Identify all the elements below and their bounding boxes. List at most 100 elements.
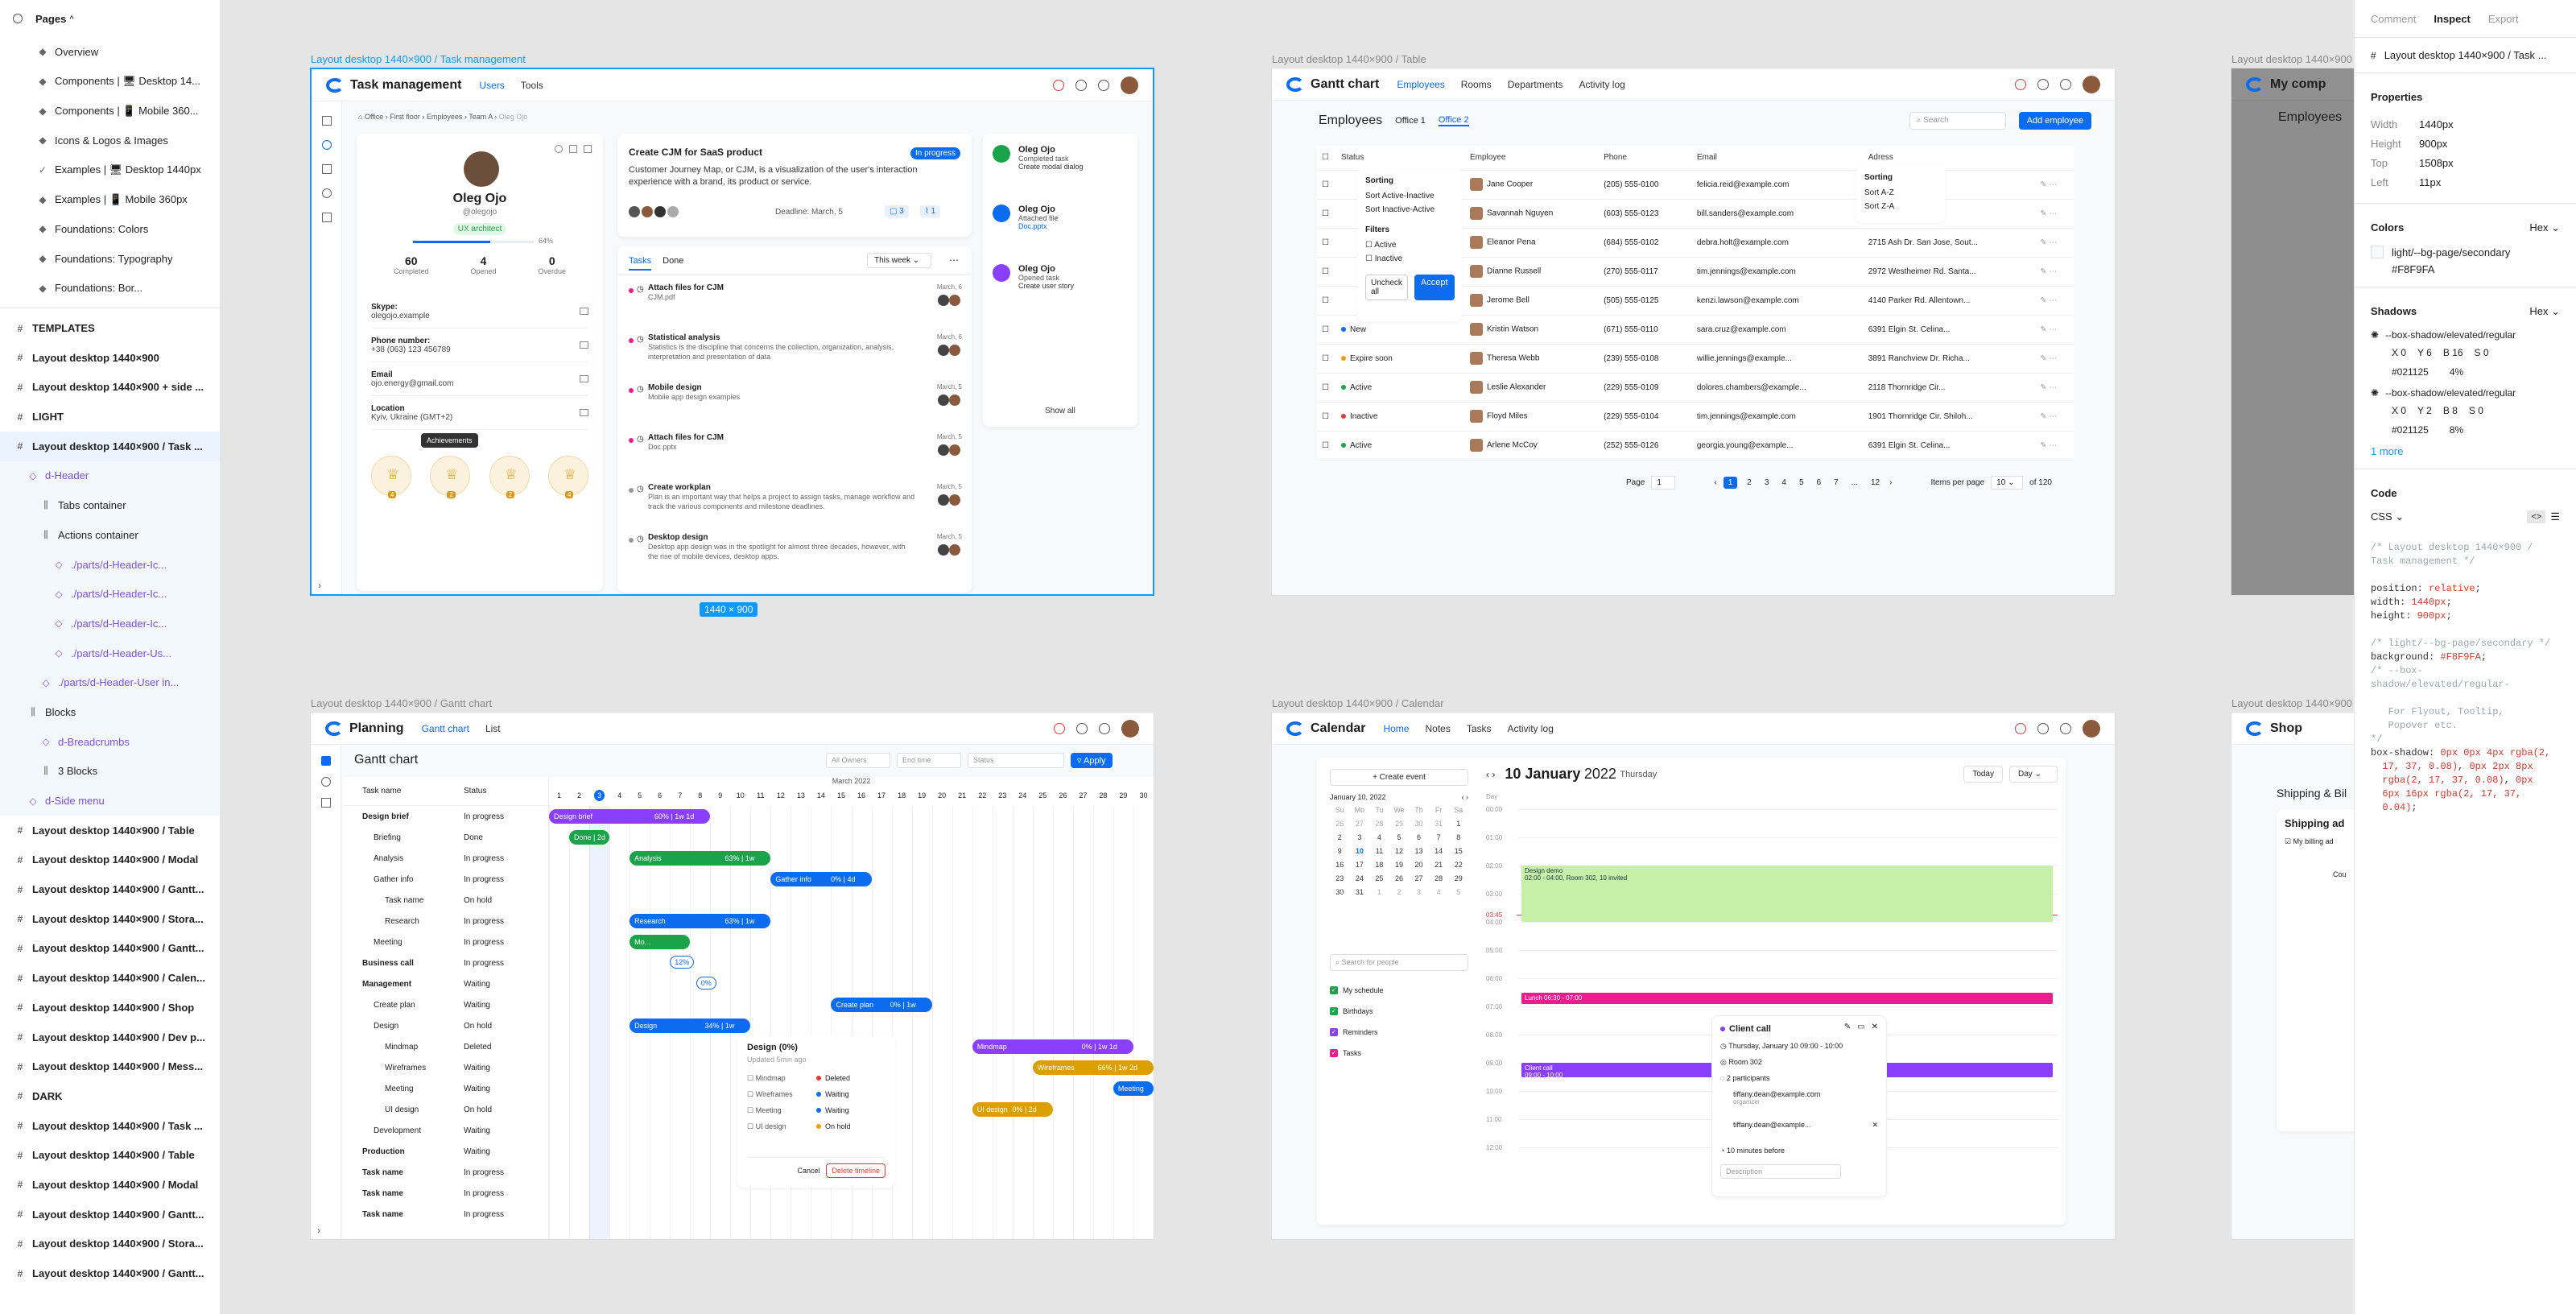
gear-icon[interactable] (1076, 722, 1088, 734)
layer-item[interactable]: ◇ ./parts/d-Header-Ic... (0, 549, 220, 580)
frame-label-third[interactable]: Layout desktop 1440×900 (2231, 53, 2352, 65)
gear-icon[interactable] (555, 145, 563, 153)
gantt-row[interactable]: Wireframes Waiting (385, 1063, 490, 1072)
layer-item[interactable]: ◇ d-Side menu (0, 786, 220, 816)
code-view-icon[interactable]: <> (2527, 510, 2546, 523)
gantt-bar[interactable]: UI design 0% | 2d (972, 1102, 1053, 1117)
calendar-icon[interactable] (320, 798, 331, 808)
sort-active-inactive[interactable]: Sort Active-Inactive (1365, 192, 1435, 200)
layer-item[interactable]: # Layout desktop 1440×900 / Gantt... (0, 934, 220, 964)
mini-day[interactable]: 31 (1355, 888, 1364, 896)
hex-select[interactable]: Hex ⌄ (2529, 221, 2560, 233)
gantt-row[interactable]: Research In progress (385, 916, 505, 926)
comments-count[interactable]: ▢ 3 (885, 205, 909, 217)
edit-icon[interactable]: ✎ (1843, 1023, 1852, 1031)
mini-day[interactable]: 11 (1375, 847, 1384, 855)
breadcrumb-item[interactable]: Office (364, 113, 384, 121)
description-input[interactable]: Description (1720, 1164, 1841, 1179)
table-row[interactable]: ☐ Active Arlene McCoy (252) 555-0126 georgia… (1317, 431, 2074, 461)
frame-label-gantt[interactable]: Layout desktop 1440×900 / Gantt chart (311, 697, 493, 709)
gantt-bar[interactable]: Meeting (1113, 1081, 1154, 1096)
frame-label-calendar[interactable]: Layout desktop 1440×900 / Calendar (1272, 697, 1444, 709)
info-icon[interactable] (2060, 722, 2071, 734)
sort-inactive-active[interactable]: Sort Inactive-Active (1365, 205, 1435, 214)
delete-timeline-button[interactable]: Delete timeline (826, 1163, 886, 1178)
layer-item[interactable]: ⫼ Actions container (0, 520, 220, 550)
mini-day[interactable]: 7 (1436, 833, 1441, 841)
bell-icon[interactable] (2015, 722, 2026, 734)
layer-item[interactable]: ◇ d-Breadcrumbs (0, 726, 220, 757)
frame-gantt[interactable]: Planning Gantt chart List Gantt chart Al… (310, 712, 1154, 1240)
contact-icon[interactable] (580, 375, 588, 382)
row-checkbox[interactable]: ☐ (1317, 344, 1336, 374)
task-item[interactable]: ◷ Create workplan Plan is an important way… (617, 477, 972, 527)
row-actions-icon[interactable]: ✎ ⋯ (2035, 344, 2074, 374)
row-actions-icon[interactable]: ✎ ⋯ (2035, 402, 2074, 432)
gantt-bar[interactable]: Analysis 63% | 1w (630, 851, 771, 866)
mini-day[interactable]: 10 (1355, 847, 1364, 855)
tab-done[interactable]: Done (663, 256, 684, 266)
contact-icon[interactable] (580, 409, 588, 416)
layer-item[interactable]: # Layout desktop 1440×900 (0, 343, 220, 373)
bell-icon[interactable] (1053, 79, 1064, 91)
layer-item[interactable]: ⫼ Tabs container (0, 490, 220, 520)
calendar-checkbox[interactable]: ✓ My schedule (1330, 986, 1384, 994)
mini-day[interactable]: 23 (1335, 874, 1344, 882)
row-actions-icon[interactable]: ✎ ⋯ (2035, 315, 2074, 345)
popup-row[interactable]: ☐ UI design On hold (747, 1122, 851, 1131)
sort-z-a[interactable]: Sort Z-A (1864, 202, 1895, 211)
mini-day[interactable]: 15 (1454, 847, 1463, 855)
mini-day[interactable]: 28 (1375, 820, 1384, 828)
mini-day[interactable]: 17 (1355, 861, 1364, 869)
tab-activity-log[interactable]: Activity log (1579, 78, 1625, 90)
info-icon[interactable] (1099, 722, 1110, 734)
gantt-row[interactable]: Task name In progress (362, 1209, 505, 1219)
frame-label-task[interactable]: Layout desktop 1440×900 / Task managemen… (311, 53, 526, 65)
layer-item[interactable]: ◇ d-Header (0, 461, 220, 491)
layer-item[interactable]: # Layout desktop 1440×900 / Task ... (0, 1111, 220, 1141)
avatar[interactable] (2083, 719, 2100, 738)
mini-day[interactable]: 26 (1335, 820, 1344, 828)
uncheck-all-button[interactable]: Uncheck all (1365, 275, 1408, 300)
trash-icon[interactable]: ▭ (1857, 1023, 1865, 1031)
mini-day[interactable]: 6 (1417, 833, 1422, 841)
layer-item[interactable]: # TEMPLATES (0, 313, 220, 343)
gantt-row[interactable]: Analysis In progress (374, 853, 505, 863)
gantt-bar[interactable]: Design brief 60% | 1w 1d (549, 809, 711, 824)
apply-button[interactable]: ▿ Apply (1071, 753, 1113, 768)
row-actions-icon[interactable]: ✎ ⋯ (2035, 431, 2074, 461)
attachments-count[interactable]: ⌇ 1 (920, 205, 941, 217)
layer-item[interactable]: # Layout desktop 1440×900 / Table (0, 1140, 220, 1170)
task-item[interactable]: ◷ Statistical analysis Statistics is the d… (617, 327, 972, 377)
mini-day[interactable]: 27 (1414, 874, 1423, 882)
gantt-bar[interactable]: Mindmap 0% | 1w 1d (972, 1039, 1133, 1054)
row-checkbox[interactable]: ☐ (1317, 228, 1336, 258)
row-checkbox[interactable]: ☐ (1317, 286, 1336, 316)
page-item[interactable]: ◆ Foundations: Bor... (35, 274, 220, 304)
tab-gantt-chart[interactable]: Gantt chart (421, 722, 469, 734)
page-number[interactable]: 4 (1781, 478, 1786, 487)
compass-icon[interactable] (321, 188, 332, 198)
layer-item[interactable]: # Layout desktop 1440×900 + side ... (0, 373, 220, 403)
mini-day[interactable]: 29 (1394, 820, 1403, 828)
column-header[interactable]: Adress (1863, 146, 2036, 171)
list-icon[interactable]: ☰ (2550, 510, 2560, 523)
edit-icon[interactable] (584, 145, 592, 153)
home-icon[interactable] (321, 116, 332, 126)
mini-day[interactable]: 5 (1456, 888, 1461, 896)
close-icon[interactable]: ✕ (1871, 1023, 1878, 1031)
tab-office-2[interactable]: Office 2 (1438, 115, 1469, 126)
task-item[interactable]: ◷ Desktop design Desktop app design was in… (617, 527, 972, 576)
table-row[interactable]: ☐ Expire soon Theresa Webb (239) 555-0108 wi… (1317, 344, 2074, 374)
column-header[interactable]: Status (1336, 146, 1465, 171)
gantt-row[interactable]: Management Waiting (362, 979, 490, 989)
layer-item[interactable]: # Layout desktop 1440×900 / Calen... (0, 963, 220, 993)
mini-day[interactable]: 13 (1414, 847, 1423, 855)
column-header[interactable]: Employee (1465, 146, 1600, 171)
popup-row[interactable]: ☐ Meeting Waiting (747, 1105, 849, 1115)
row-actions-icon[interactable]: ✎ ⋯ (2035, 373, 2074, 403)
frame-label-shop[interactable]: Layout desktop 1440×900 (2231, 697, 2352, 709)
today-button[interactable]: Today (1963, 766, 2003, 783)
gantt-row[interactable]: Create plan Waiting (374, 1000, 490, 1010)
mini-day[interactable]: 12 (1394, 847, 1403, 855)
